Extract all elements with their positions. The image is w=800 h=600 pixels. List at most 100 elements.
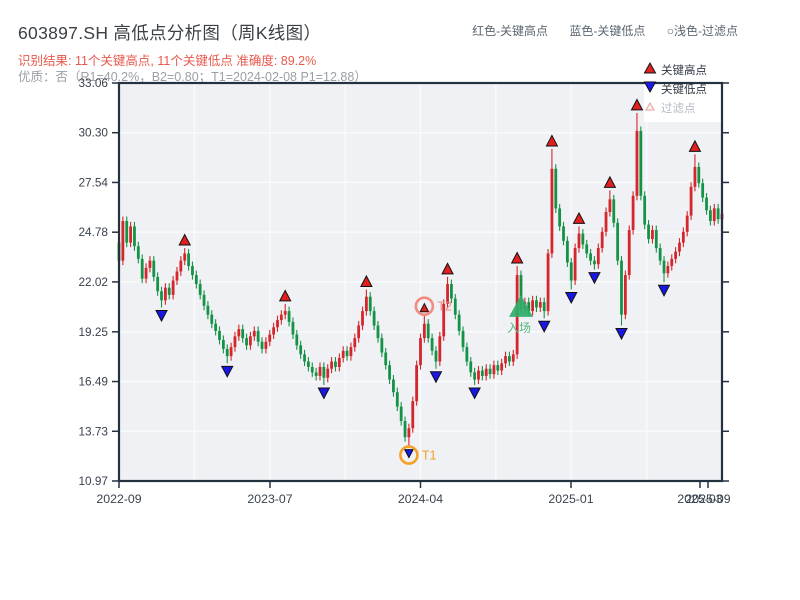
candle-body — [651, 230, 654, 240]
candle-body — [388, 365, 391, 380]
candle-body — [562, 226, 565, 241]
candle-body — [531, 300, 534, 312]
candle-body — [465, 347, 469, 362]
key-low-marker — [317, 387, 331, 400]
candle-body — [183, 253, 187, 261]
key-low-marker — [468, 387, 481, 400]
candle-body — [403, 421, 407, 438]
candle-body — [357, 325, 361, 339]
candle-body — [511, 354, 515, 362]
candle-body — [558, 208, 562, 227]
y-tick-label: 13.73 — [78, 424, 108, 438]
candle-body — [249, 336, 252, 346]
candle-body — [577, 233, 581, 249]
candle-body — [685, 215, 689, 232]
candle-body — [237, 329, 241, 337]
y-tick-label: 19.25 — [78, 325, 108, 339]
candle-body — [697, 166, 701, 184]
candle-body — [372, 311, 376, 326]
color-key-filtered: ○浅色-过滤点 — [666, 24, 738, 38]
candle-body — [438, 336, 442, 362]
y-tick-label: 30.30 — [78, 126, 108, 140]
candle-body — [191, 266, 194, 276]
candle-body — [419, 338, 422, 366]
key-high-marker — [572, 211, 586, 224]
candle-body — [693, 166, 697, 187]
candle-body — [477, 370, 480, 380]
candle-body — [225, 348, 229, 357]
candle-body — [241, 329, 245, 339]
candle-body — [318, 366, 322, 376]
candle-body — [689, 186, 693, 216]
t2-circle — [414, 296, 435, 317]
entry-triangle — [509, 294, 533, 317]
candle-body — [252, 330, 256, 337]
candle-body — [399, 406, 403, 422]
candle-body — [631, 195, 635, 231]
candle-body — [620, 260, 623, 315]
candle-body — [179, 260, 183, 272]
candle-body — [361, 311, 364, 326]
x-tick-label: 2023-07 — [247, 492, 292, 506]
candle-body — [627, 230, 631, 276]
candle-body — [129, 226, 132, 243]
candle-body — [712, 208, 716, 222]
candle-body — [268, 334, 272, 342]
candle-body — [519, 275, 523, 310]
candle-body — [272, 327, 276, 335]
candle-body — [345, 350, 349, 357]
candle-body — [542, 302, 546, 312]
candle-body — [709, 210, 712, 222]
candle-body — [593, 260, 596, 265]
candle-body — [310, 366, 314, 373]
candle-body — [218, 330, 221, 340]
candle-body — [430, 338, 434, 351]
candle-body — [480, 370, 484, 376]
candle-body — [376, 325, 380, 339]
candle-body — [546, 253, 550, 312]
candle-body — [635, 130, 639, 196]
candle-body — [488, 368, 492, 375]
candle-body — [442, 303, 446, 337]
candle-body — [341, 350, 345, 358]
candle-body — [411, 401, 415, 429]
candle-body — [674, 251, 678, 259]
candle-body — [643, 195, 647, 225]
legend-key-high-icon — [643, 61, 657, 74]
x-tick-label: 2022-09 — [96, 492, 141, 506]
candle-body — [453, 298, 457, 315]
candle-body — [326, 368, 330, 378]
candle-body — [473, 372, 477, 380]
candle-body — [136, 246, 140, 259]
legend-item-label: 关键低点 — [661, 82, 707, 96]
key-high-marker — [510, 251, 524, 264]
y-tick-label: 33.06 — [78, 76, 108, 90]
y-tick-label: 27.54 — [78, 175, 108, 189]
legend-item-label: 关键高点 — [661, 63, 707, 77]
candle-body — [415, 365, 419, 402]
key-low-marker — [615, 328, 628, 341]
candle-body — [279, 314, 283, 321]
candle-body — [589, 253, 592, 261]
candle-body — [461, 330, 465, 348]
candle-body — [303, 354, 306, 362]
x-tick-label: 2024-04 — [398, 492, 443, 506]
candle-body — [666, 266, 670, 274]
candle-body — [167, 287, 171, 295]
candle-body — [535, 300, 538, 308]
candle-body — [701, 183, 705, 198]
candle-body — [600, 231, 604, 249]
x-tick-label: 2025-09 — [685, 492, 730, 506]
candle-body — [260, 341, 264, 349]
candle-body — [616, 222, 620, 261]
key-high-marker — [360, 274, 373, 287]
entry-label: 入场 — [507, 321, 531, 335]
key-high-marker — [441, 262, 454, 275]
legend-filtered-icon — [645, 101, 655, 111]
candle-body — [337, 357, 341, 367]
candle-body — [569, 262, 573, 281]
candle-body — [291, 321, 295, 335]
legend-key-low-icon — [643, 81, 657, 94]
y-tick-label: 22.02 — [78, 275, 108, 289]
